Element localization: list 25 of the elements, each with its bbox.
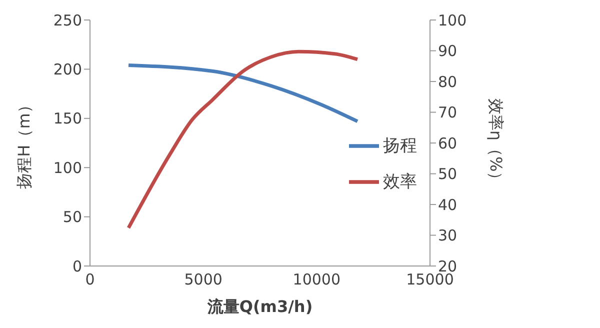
y2-tick-label: 40 (438, 196, 458, 214)
x-axis-title: 流量Q(m3/h) (206, 297, 313, 316)
x-tick-label: 5000 (184, 270, 222, 289)
y2-tick-label: 50 (438, 165, 458, 184)
y-tick-label: 100 (53, 158, 82, 177)
x-tick-label: 15000 (406, 270, 454, 289)
y-tick-label: 250 (53, 11, 82, 30)
y2-tick-label: 90 (438, 42, 458, 60)
y2-tick-label: 80 (438, 72, 458, 91)
y2-tick-label: 100 (438, 11, 467, 30)
y2-tick-label: 70 (438, 104, 458, 122)
y2-axis-title: 效率η（%） (486, 98, 506, 188)
y-axis-title: 扬程H（m） (14, 97, 34, 189)
legend-label: 扬程 (383, 136, 417, 156)
x-tick-label: 10000 (292, 270, 341, 289)
y2-tick-label: 60 (438, 134, 458, 152)
legend-label: 效率 (383, 172, 417, 192)
y-tick-label: 0 (72, 257, 82, 276)
line-series (126, 50, 360, 230)
line-series (126, 64, 360, 124)
y2-tick-label: 30 (438, 226, 458, 245)
y-tick-label: 150 (53, 110, 82, 128)
x-tick-label: 0 (85, 270, 95, 289)
y-tick-label: 50 (62, 208, 82, 226)
y-tick-label: 200 (53, 60, 82, 79)
